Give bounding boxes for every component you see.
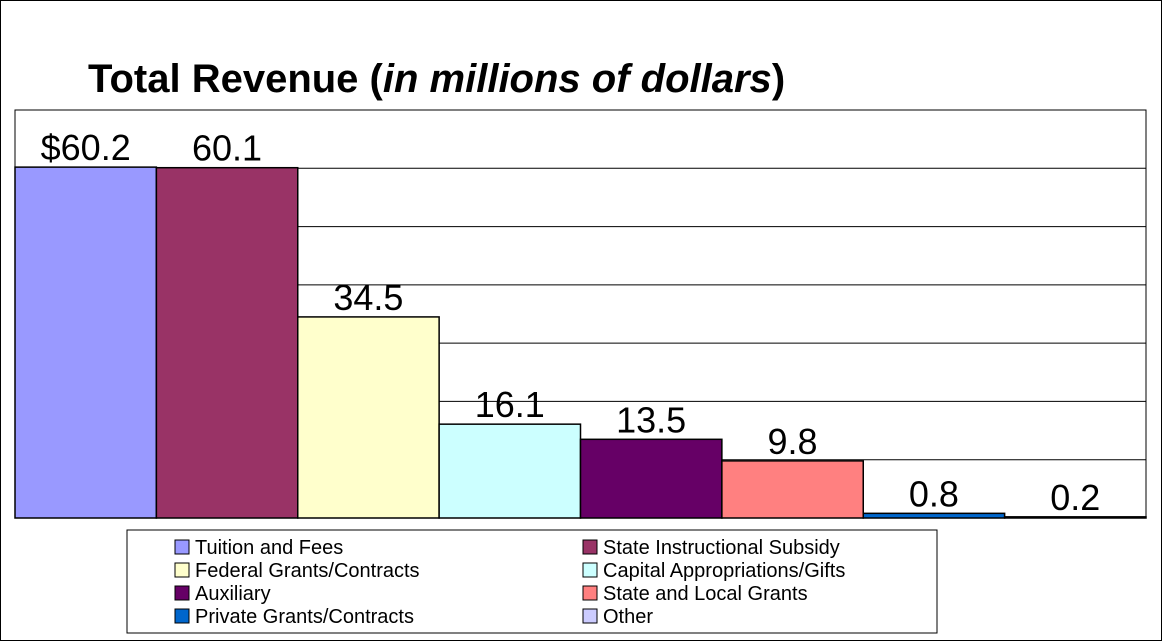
bar <box>155 166 299 519</box>
legend-swatch <box>174 608 190 624</box>
data-label: 9.8 <box>768 421 818 462</box>
data-label: 34.5 <box>333 277 403 318</box>
legend-label: Federal Grants/Contracts <box>195 560 420 582</box>
data-label: 60.1 <box>192 128 262 169</box>
legend-label: Tuition and Fees <box>195 537 343 559</box>
legend-label: State Instructional Subsidy <box>603 537 840 559</box>
data-label: 0.2 <box>1050 477 1100 518</box>
legend-label: State and Local Grants <box>603 583 808 605</box>
legend-label: Other <box>603 606 653 628</box>
title-part: in millions of dollars <box>383 57 772 101</box>
data-label: $60.2 <box>41 127 131 168</box>
legend-swatch <box>174 585 190 601</box>
chart-title: Total Revenue (in millions of dollars) <box>88 57 785 101</box>
bar <box>721 460 864 519</box>
legend-label: Private Grants/Contracts <box>195 606 414 628</box>
bar <box>579 438 723 519</box>
legend-swatch <box>582 608 598 624</box>
bar <box>297 316 440 519</box>
legend-label: Auxiliary <box>195 583 271 605</box>
legend <box>126 529 938 634</box>
bar <box>14 166 158 519</box>
bar <box>1003 516 1147 519</box>
legend-swatch <box>582 562 598 578</box>
title-part: ) <box>772 57 785 101</box>
data-label: 13.5 <box>616 399 686 440</box>
legend-swatch <box>582 539 598 555</box>
title-part: Total Revenue ( <box>88 57 384 101</box>
data-label: 16.1 <box>475 384 545 425</box>
data-label: 0.8 <box>909 473 959 514</box>
legend-swatch <box>174 539 190 555</box>
legend-label: Capital Appropriations/Gifts <box>603 560 845 582</box>
bar <box>862 512 1006 519</box>
bar <box>438 423 582 519</box>
legend-swatch <box>582 585 598 601</box>
legend-swatch <box>174 562 190 578</box>
